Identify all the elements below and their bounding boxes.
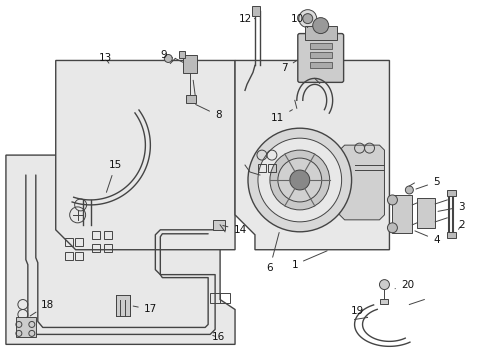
Text: 5: 5 — [416, 177, 440, 189]
Bar — [186, 95, 196, 103]
Text: 6: 6 — [267, 233, 279, 273]
Text: 18: 18 — [30, 300, 54, 316]
Text: 13: 13 — [99, 54, 112, 63]
Bar — [74, 252, 83, 260]
Bar — [220, 293, 230, 302]
Bar — [179, 50, 185, 58]
Circle shape — [164, 54, 172, 62]
Bar — [210, 293, 220, 302]
Circle shape — [405, 186, 414, 194]
Text: 2: 2 — [458, 220, 465, 230]
Text: 19: 19 — [351, 306, 368, 318]
Bar — [16, 318, 36, 337]
Text: 1: 1 — [292, 251, 327, 270]
Bar — [268, 164, 276, 172]
Bar — [392, 195, 413, 233]
Text: 11: 11 — [271, 110, 293, 123]
Circle shape — [278, 158, 322, 202]
Bar — [417, 198, 435, 228]
Circle shape — [379, 280, 390, 289]
FancyBboxPatch shape — [298, 33, 343, 82]
Bar — [447, 190, 456, 196]
Text: 10: 10 — [291, 14, 308, 28]
Circle shape — [313, 18, 329, 33]
Bar — [103, 244, 112, 252]
Text: 8: 8 — [196, 104, 221, 120]
Bar — [252, 6, 260, 15]
Text: 17: 17 — [133, 305, 157, 315]
Circle shape — [388, 195, 397, 205]
Polygon shape — [235, 60, 390, 250]
Bar — [380, 298, 389, 303]
Bar — [305, 26, 337, 40]
Circle shape — [299, 10, 317, 28]
Circle shape — [248, 128, 352, 232]
Bar — [103, 231, 112, 239]
Circle shape — [290, 170, 310, 190]
Bar — [213, 220, 225, 230]
Text: 4: 4 — [415, 231, 440, 245]
Bar — [65, 252, 73, 260]
Circle shape — [303, 14, 313, 24]
Bar — [92, 231, 99, 239]
Circle shape — [270, 150, 330, 210]
Polygon shape — [56, 60, 235, 250]
Bar — [92, 244, 99, 252]
Bar — [310, 53, 332, 58]
Text: 12: 12 — [238, 14, 255, 24]
Text: 16: 16 — [212, 332, 225, 342]
Bar — [65, 238, 73, 246]
Circle shape — [258, 138, 342, 222]
Text: 20: 20 — [395, 280, 414, 289]
Bar — [310, 62, 332, 68]
Text: 9: 9 — [160, 50, 172, 60]
Circle shape — [388, 223, 397, 233]
Bar — [258, 164, 266, 172]
Bar — [447, 232, 456, 238]
Text: 15: 15 — [106, 160, 122, 192]
Text: 14: 14 — [223, 225, 246, 235]
Bar — [116, 294, 130, 316]
Polygon shape — [340, 145, 385, 220]
Polygon shape — [6, 155, 235, 345]
Text: 3: 3 — [438, 202, 465, 212]
Text: 7: 7 — [282, 60, 297, 73]
Bar — [183, 55, 197, 73]
Bar — [74, 238, 83, 246]
Bar — [310, 42, 332, 49]
